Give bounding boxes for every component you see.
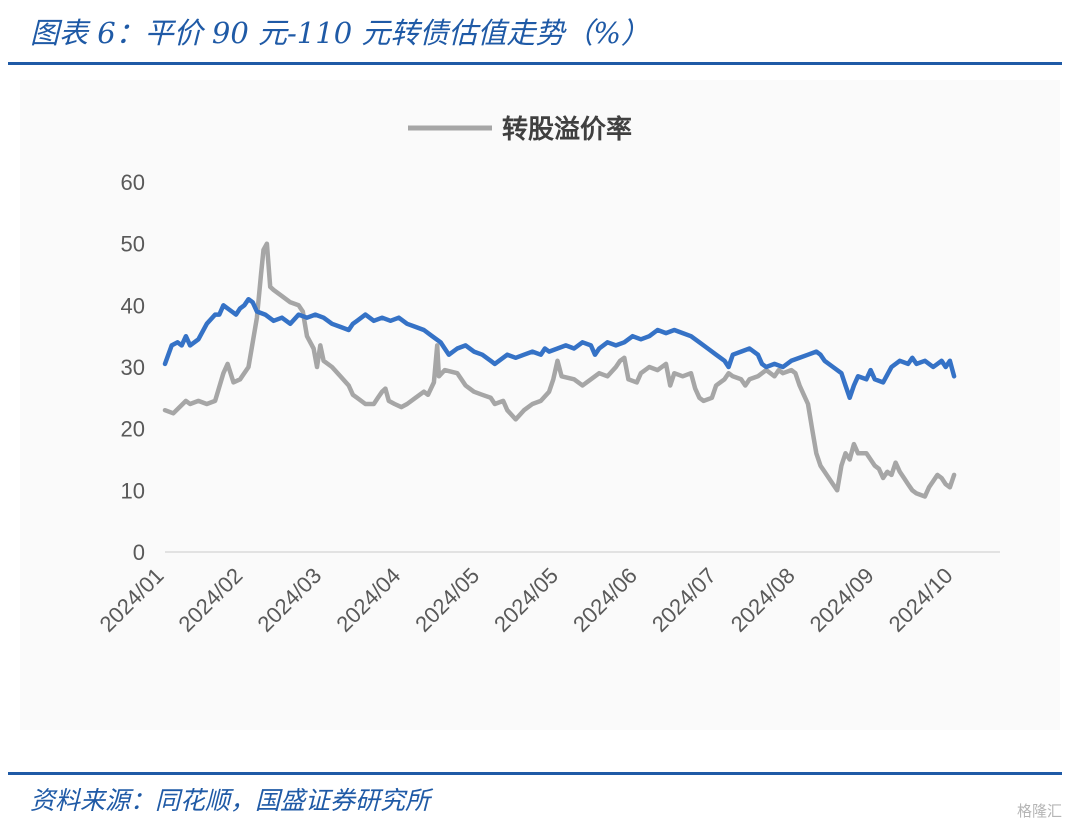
series-group: [162, 241, 957, 499]
y-tick-label: 0: [133, 540, 145, 565]
y-tick-label: 30: [121, 355, 145, 380]
x-tick-label: 2024/01: [95, 563, 169, 637]
title-rule: [8, 62, 1062, 65]
y-tick-label: 20: [121, 417, 145, 442]
legend: 转股溢价率: [408, 114, 632, 145]
series-line-premium-rate: [162, 241, 957, 499]
x-tick-label: 2024/06: [568, 563, 642, 637]
series-line-blue: [162, 296, 957, 401]
y-tick-label: 40: [121, 293, 145, 318]
source-note: 资料来源：同花顺，国盛证券研究所: [30, 786, 431, 815]
x-tick-label: 2024/02: [174, 563, 248, 637]
x-tick-label: 2024/03: [252, 563, 326, 637]
x-tick-label: 2024/04: [331, 563, 405, 637]
legend-label: 转股溢价率: [502, 114, 632, 145]
y-axis: 0 10 20 30 40 50 60: [121, 170, 145, 565]
x-tick-label: 2024/05: [410, 563, 484, 637]
x-axis: 2024/01 2024/02 2024/03 2024/04 2024/05 2024/…: [95, 551, 1000, 637]
figure-title: 图表 6：平价 90 元-110 元转债估值走势（%）: [30, 16, 650, 50]
y-tick-label: 60: [121, 170, 145, 195]
x-tick-label: 2024/07: [647, 563, 721, 637]
y-tick-label: 50: [121, 232, 145, 257]
x-tick-label: 2024/08: [726, 563, 800, 637]
watermark: 格隆汇: [1016, 802, 1062, 820]
y-tick-label: 10: [121, 478, 145, 503]
x-tick-label: 2024/05: [489, 563, 563, 637]
x-tick-label: 2024/10: [884, 563, 958, 637]
source-rule: [8, 772, 1062, 775]
x-tick-label: 2024/09: [805, 563, 879, 637]
